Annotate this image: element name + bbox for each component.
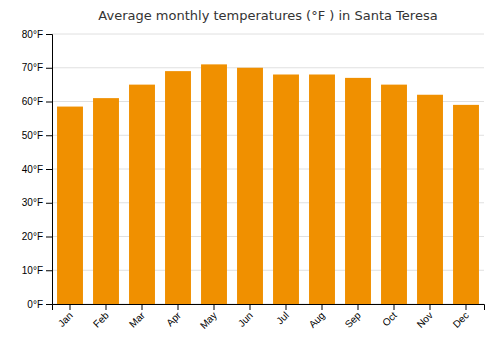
grid-line bbox=[52, 67, 484, 68]
x-tick-mark bbox=[106, 304, 107, 310]
x-tick-mark bbox=[214, 304, 215, 310]
x-tick-label: Jun bbox=[236, 310, 255, 329]
grid bbox=[52, 34, 484, 304]
x-tick-mark bbox=[178, 304, 179, 310]
plot: 0°F 10°F 20°F 30°F 40°F 50°F 60°F 70°F 80°F Jan Fe… bbox=[22, 29, 485, 331]
x-tick-mark bbox=[70, 304, 71, 310]
y-tick-label: 70°F bbox=[22, 62, 43, 73]
bar bbox=[309, 75, 335, 305]
x-tick-label: Sep bbox=[343, 309, 364, 330]
y-tick: 50°F bbox=[22, 130, 52, 141]
y-tick-mark bbox=[46, 135, 52, 136]
x-tick: Nov bbox=[415, 304, 435, 330]
x-tick-label: Jul bbox=[274, 310, 291, 327]
x-tick-mark bbox=[430, 304, 431, 310]
bar bbox=[273, 75, 299, 305]
y-tick-mark bbox=[46, 68, 52, 69]
x-tick-label: Dec bbox=[451, 310, 471, 330]
bar bbox=[237, 68, 263, 304]
x-tick: Mar bbox=[127, 304, 147, 330]
y-tick-label: 10°F bbox=[22, 265, 43, 276]
y-tick-label: 60°F bbox=[22, 96, 43, 107]
x-tick-label: May bbox=[198, 310, 219, 331]
x-tick-label: Jan bbox=[56, 310, 75, 329]
x-tick-label: Mar bbox=[127, 309, 147, 329]
x-tick: Aug bbox=[307, 304, 327, 330]
y-tick-label: 20°F bbox=[22, 231, 43, 242]
y-tick-label: 40°F bbox=[22, 164, 43, 175]
x-tick-label: Oct bbox=[380, 310, 399, 329]
x-tick: Jan bbox=[56, 304, 75, 329]
y-tick-mark bbox=[46, 304, 52, 305]
x-tick: Feb bbox=[91, 304, 111, 330]
bar bbox=[345, 78, 371, 304]
bar bbox=[57, 107, 83, 304]
y-tick: 10°F bbox=[22, 265, 52, 276]
y-tick: 80°F bbox=[22, 29, 52, 40]
x-tick: May bbox=[198, 304, 219, 331]
x-tick-mark bbox=[322, 304, 323, 310]
x-axis: Jan Feb Mar Apr May Jun Jul Aug Sep Oct Nov Dec bbox=[53, 304, 485, 331]
x-tick-label: Apr bbox=[164, 309, 183, 328]
x-tick: Apr bbox=[164, 304, 183, 328]
x-tick-mark bbox=[142, 304, 143, 310]
bar bbox=[165, 71, 191, 304]
axis-line bbox=[53, 305, 485, 311]
bar bbox=[417, 95, 443, 304]
y-tick: 60°F bbox=[22, 96, 52, 107]
x-tick-label: Aug bbox=[307, 310, 327, 330]
y-tick-mark bbox=[46, 237, 52, 238]
y-tick: 0°F bbox=[27, 299, 52, 310]
x-tick: Dec bbox=[451, 304, 471, 330]
x-tick-mark bbox=[250, 304, 251, 310]
x-tick-mark bbox=[394, 304, 395, 310]
x-tick-mark bbox=[358, 304, 359, 310]
y-axis: 0°F 10°F 20°F 30°F 40°F 50°F 60°F 70°F 80°F bbox=[22, 29, 53, 310]
y-tick: 20°F bbox=[22, 231, 52, 242]
chart: 0°F 10°F 20°F 30°F 40°F 50°F 60°F 70°F 80°F Jan Fe… bbox=[0, 0, 500, 350]
bar bbox=[129, 85, 155, 304]
y-tick-label: 30°F bbox=[22, 197, 43, 208]
x-tick: Jun bbox=[236, 304, 255, 329]
bar bbox=[453, 105, 479, 304]
y-tick-mark bbox=[46, 169, 52, 170]
x-tick: Jul bbox=[274, 304, 291, 326]
x-tick-mark bbox=[286, 304, 287, 310]
bar bbox=[381, 85, 407, 304]
bars bbox=[57, 64, 479, 304]
x-tick: Sep bbox=[343, 304, 364, 330]
x-tick-mark bbox=[466, 304, 467, 310]
grid-line bbox=[52, 34, 484, 35]
y-tick: 70°F bbox=[22, 62, 52, 73]
bar bbox=[93, 98, 119, 304]
x-tick-label: Feb bbox=[91, 309, 111, 329]
y-tick-mark bbox=[46, 270, 52, 271]
title: Average monthly temperatures (°F ) in Sa… bbox=[98, 8, 437, 23]
bar bbox=[201, 64, 227, 304]
x-tick: Oct bbox=[380, 304, 399, 328]
y-tick-mark bbox=[46, 102, 52, 103]
y-tick: 40°F bbox=[22, 164, 52, 175]
x-tick-label: Nov bbox=[415, 310, 435, 330]
y-tick-label: 0°F bbox=[27, 299, 43, 310]
y-tick: 30°F bbox=[22, 197, 52, 208]
y-tick-label: 50°F bbox=[22, 130, 43, 141]
axis-line bbox=[46, 35, 53, 305]
y-tick-mark bbox=[46, 34, 52, 35]
y-tick-label: 80°F bbox=[22, 29, 43, 40]
y-tick-mark bbox=[46, 203, 52, 204]
